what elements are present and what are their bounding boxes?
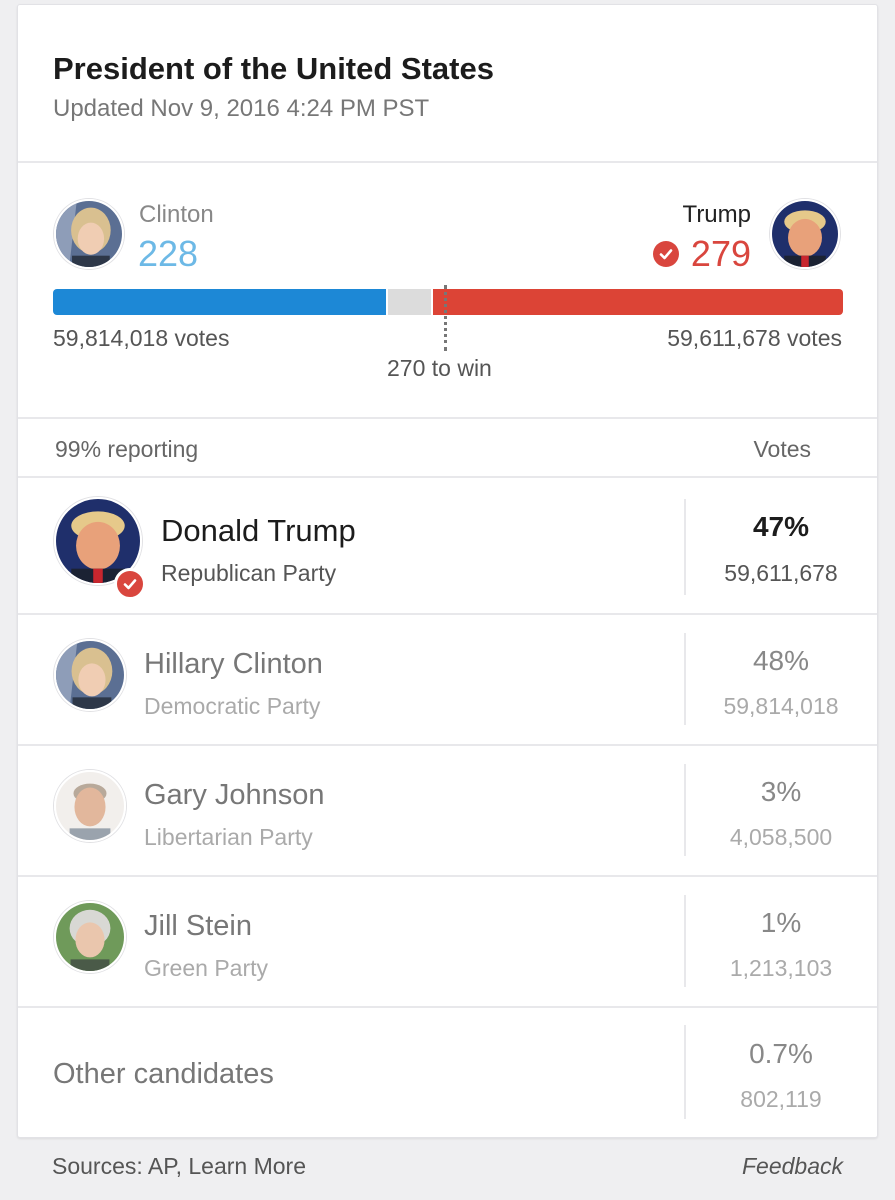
johnson-row-avatar — [54, 770, 126, 842]
column-divider — [684, 895, 686, 987]
trump-electoral-votes: 279 — [690, 233, 751, 274]
divider — [18, 476, 877, 478]
stein-photo-icon — [56, 903, 124, 971]
stein-row-avatar — [54, 901, 126, 973]
winner-check-icon — [653, 241, 679, 267]
candidate-name: Jill Stein — [144, 910, 252, 942]
divider — [18, 613, 877, 615]
column-divider — [684, 633, 686, 725]
divider — [18, 417, 877, 419]
page-title: President of the United States — [53, 51, 494, 86]
candidate-name: Gary Johnson — [144, 779, 325, 811]
vote-count: 1,213,103 — [729, 955, 833, 981]
vote-count: 4,058,500 — [729, 824, 833, 850]
candidate-name: Donald Trump — [161, 513, 356, 548]
candidate-name: Hillary Clinton — [144, 648, 323, 680]
column-divider — [684, 1025, 686, 1119]
column-divider — [684, 499, 686, 595]
other-candidates-label: Other candidates — [53, 1058, 274, 1090]
clinton-photo-icon — [56, 641, 124, 709]
candidate-party: Green Party — [144, 955, 268, 981]
trump-avatar — [770, 199, 840, 269]
divider — [18, 1006, 877, 1008]
clinton-row-avatar — [54, 639, 126, 711]
trump-label: Trump — [682, 201, 751, 228]
winner-check-icon — [114, 568, 146, 600]
vote-count: 802,119 — [740, 1086, 822, 1112]
vote-percentage: 48% — [752, 645, 810, 676]
clinton-photo-icon — [56, 201, 122, 267]
win-threshold-marker — [444, 285, 447, 351]
candidate-party: Democratic Party — [144, 693, 321, 719]
vote-count: 59,814,018 — [723, 693, 839, 719]
updated-timestamp: Updated Nov 9, 2016 4:24 PM PST — [53, 95, 430, 122]
divider — [18, 161, 877, 163]
vote-percentage: 3% — [760, 776, 802, 807]
vote-percentage: 0.7% — [749, 1038, 813, 1069]
trump-popular-votes: 59,611,678 votes — [667, 325, 842, 351]
votes-column-header: Votes — [753, 436, 811, 462]
candidate-party: Libertarian Party — [144, 824, 313, 850]
trump-photo-icon — [772, 201, 838, 267]
candidate-party: Republican Party — [161, 560, 337, 586]
vote-percentage: 1% — [760, 907, 802, 938]
clinton-popular-votes: 59,814,018 votes — [53, 325, 230, 351]
sources-link[interactable]: Sources: AP, Learn More — [52, 1153, 306, 1179]
results-card: President of the United States Updated N… — [17, 4, 878, 1138]
trump-electoral-bar — [433, 289, 843, 315]
undecided-electoral-bar — [387, 289, 432, 315]
vote-percentage: 47% — [752, 511, 810, 542]
column-divider — [684, 764, 686, 856]
clinton-electoral-bar — [53, 289, 386, 315]
divider — [18, 875, 877, 877]
divider — [18, 744, 877, 746]
johnson-photo-icon — [56, 772, 124, 840]
vote-count: 59,611,678 — [724, 560, 838, 586]
feedback-link[interactable]: Feedback — [741, 1153, 843, 1179]
clinton-avatar — [54, 199, 124, 269]
reporting-label: 99% reporting — [55, 436, 199, 462]
to-win-label: 270 to win — [387, 355, 492, 381]
clinton-label: Clinton — [139, 201, 214, 228]
clinton-electoral-votes: 228 — [138, 233, 199, 274]
